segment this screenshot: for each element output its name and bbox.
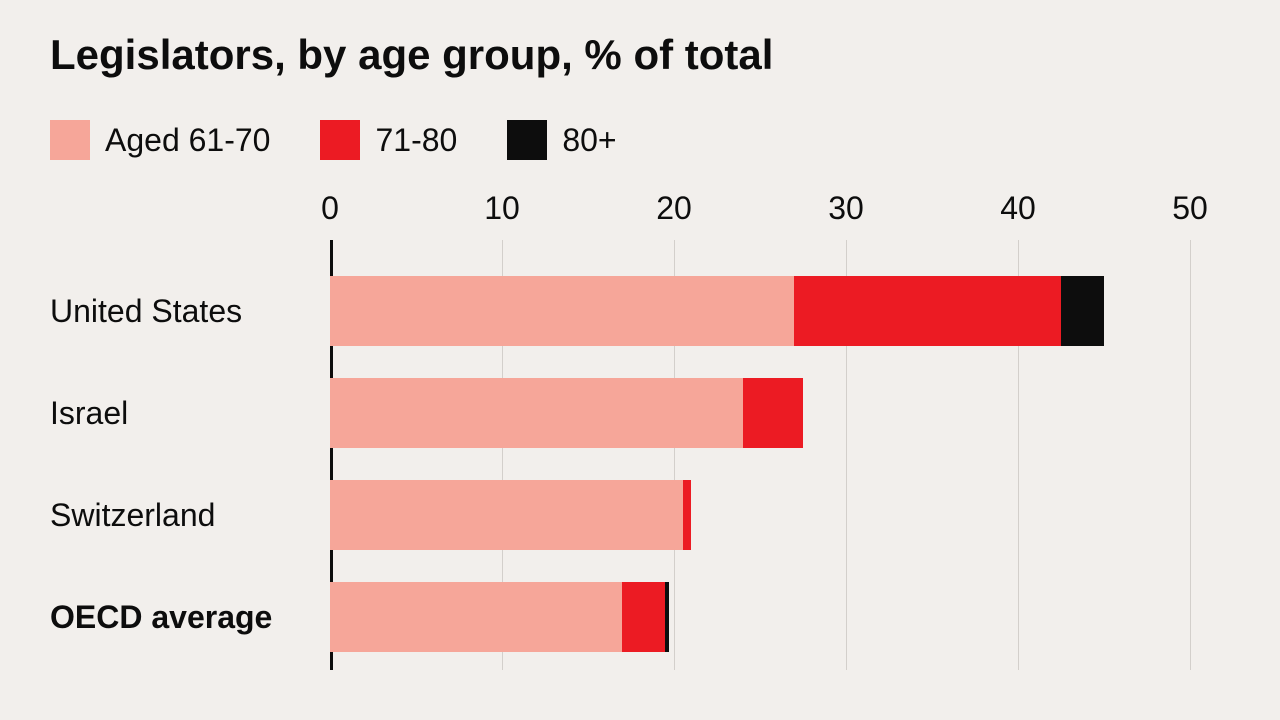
bar-rows: United States Israel Switzerland OECD avera… bbox=[50, 260, 1190, 670]
bar-segment bbox=[330, 582, 622, 652]
legend-swatch bbox=[320, 120, 360, 160]
bar-segment bbox=[330, 276, 794, 346]
bar-track bbox=[330, 276, 1190, 346]
x-axis-tick-label: 40 bbox=[1000, 190, 1036, 227]
legend-swatch bbox=[50, 120, 90, 160]
legend-item-71-80: 71-80 bbox=[320, 120, 457, 160]
bar-segment bbox=[794, 276, 1061, 346]
plot-area: 0 10 20 30 40 50 United States Israel Switzerla… bbox=[50, 190, 1230, 670]
bar-track bbox=[330, 480, 1190, 550]
row-label: OECD average bbox=[50, 599, 330, 636]
x-axis-labels: 01020304050 bbox=[330, 190, 1190, 230]
legend: Aged 61-70 71-80 80+ bbox=[50, 120, 1230, 160]
row-label: Switzerland bbox=[50, 497, 330, 534]
legend-label: 80+ bbox=[562, 122, 616, 159]
bar-segment bbox=[330, 480, 683, 550]
bar-track bbox=[330, 582, 1190, 652]
legend-item-80plus: 80+ bbox=[507, 120, 616, 160]
row-label: United States bbox=[50, 293, 330, 330]
bar-segment bbox=[622, 582, 665, 652]
legend-label: Aged 61-70 bbox=[105, 122, 270, 159]
x-axis-tick-label: 10 bbox=[484, 190, 520, 227]
x-axis-tick-label: 20 bbox=[656, 190, 692, 227]
bar-segment bbox=[330, 378, 743, 448]
bar-segment bbox=[743, 378, 803, 448]
legend-label: 71-80 bbox=[375, 122, 457, 159]
bar-track bbox=[330, 378, 1190, 448]
x-axis-tick-label: 0 bbox=[321, 190, 339, 227]
gridline bbox=[1190, 240, 1191, 670]
x-axis-tick-label: 50 bbox=[1172, 190, 1208, 227]
bar-row: Switzerland bbox=[50, 464, 1190, 566]
legend-item-61-70: Aged 61-70 bbox=[50, 120, 270, 160]
chart-title: Legislators, by age group, % of total bbox=[50, 30, 1230, 80]
bar-row: OECD average bbox=[50, 566, 1190, 668]
bar-segment bbox=[1061, 276, 1104, 346]
bar-segment bbox=[683, 480, 692, 550]
x-axis-tick-label: 30 bbox=[828, 190, 864, 227]
row-label: Israel bbox=[50, 395, 330, 432]
bar-row: Israel bbox=[50, 362, 1190, 464]
legend-swatch bbox=[507, 120, 547, 160]
bar-row: United States bbox=[50, 260, 1190, 362]
chart-container: Legislators, by age group, % of total Ag… bbox=[0, 0, 1280, 720]
bar-segment bbox=[665, 582, 668, 652]
